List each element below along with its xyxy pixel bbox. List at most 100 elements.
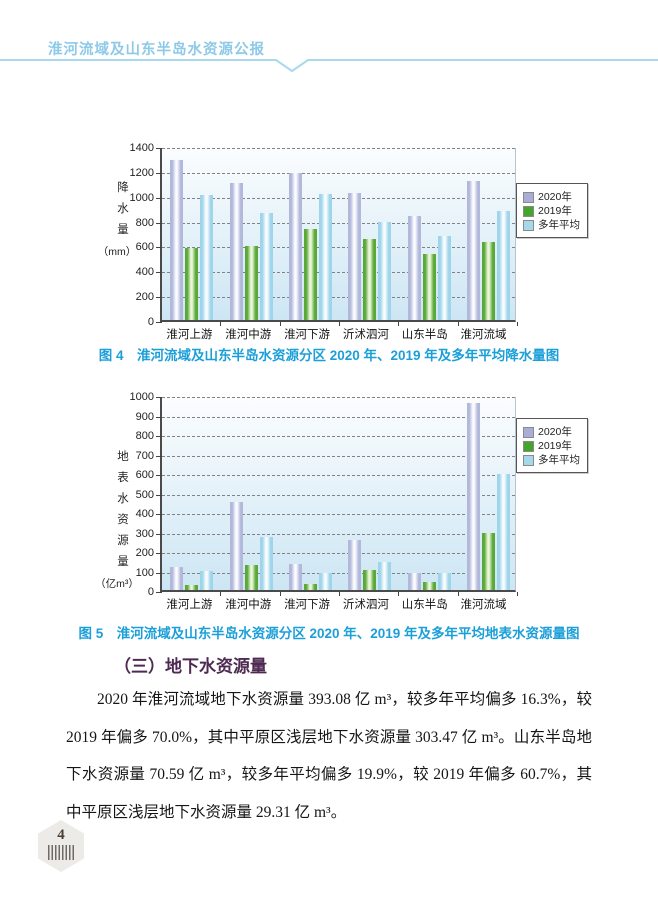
- y-tick-label: 800: [135, 430, 154, 442]
- bar-多年平均: [200, 570, 214, 590]
- gridline: [162, 172, 515, 174]
- legend-label: 多年平均: [538, 454, 580, 466]
- bar-2019年: [363, 238, 377, 320]
- legend-swatch: [523, 205, 534, 217]
- y-tick-mark: [156, 572, 162, 574]
- y-tick-mark: [156, 416, 162, 418]
- plot-area: [156, 148, 518, 326]
- gridline: [162, 148, 515, 149]
- bar-多年平均: [496, 473, 510, 590]
- y-tick-label: 800: [135, 216, 154, 229]
- y-axis-title-char: 源: [117, 535, 129, 547]
- legend-row: 2020年: [523, 191, 580, 203]
- x-axis-labels: 淮河上游 淮河中游 淮河下游 沂沭泗河 山东半岛 淮河流域: [160, 596, 513, 612]
- y-tick-mark: [156, 322, 162, 323]
- bar-多年平均: [200, 195, 214, 320]
- body-paragraph: 2020 年淮河流域地下水资源量 393.08 亿 m³，较多年平均偏多 16.…: [66, 691, 592, 821]
- x-tick-mark: [339, 322, 340, 326]
- y-axis-title-char: 水: [117, 493, 129, 505]
- y-tick-label: 1400: [129, 142, 154, 154]
- y-tick-mark: [156, 197, 162, 199]
- y-axis-title-char: 资: [117, 514, 129, 526]
- x-axis-label: 淮河流域: [460, 329, 507, 341]
- x-tick-mark: [339, 592, 340, 596]
- y-tick-mark: [156, 222, 162, 224]
- y-tick-mark: [156, 436, 162, 437]
- y-tick-mark: [156, 494, 162, 496]
- y-tick-mark: [156, 514, 162, 515]
- x-axis-label: 淮河中游: [225, 329, 272, 341]
- y-tick-mark: [156, 592, 162, 593]
- y-axis-title-char: 量: [117, 556, 129, 568]
- legend-row: 多年平均: [523, 219, 580, 231]
- gridline: [162, 572, 515, 574]
- y-tick-label: 1000: [129, 391, 154, 403]
- y-tick-label: 0: [147, 586, 154, 598]
- gridline: [162, 416, 515, 418]
- chart-legend: 2020年 2019年 多年平均: [516, 183, 588, 238]
- y-axis-title: 降水量 （mm）: [98, 178, 146, 259]
- bar-2019年: [363, 569, 377, 590]
- chart-legend: 2020年 2019年 多年平均: [516, 418, 588, 473]
- bar-多年平均: [496, 210, 510, 320]
- gridline: [162, 247, 515, 249]
- y-tick-label: 100: [135, 566, 154, 579]
- bar-多年平均: [437, 235, 451, 320]
- gridline: [162, 553, 515, 554]
- y-axis-tick-labels: 0 200 400 600 800 1000 1200 1400: [112, 142, 154, 328]
- x-axis-label: 沂沭泗河: [342, 329, 389, 341]
- y-tick-mark: [156, 247, 162, 249]
- gridline: [162, 222, 515, 224]
- figure4-caption: 图 4 淮河流域及山东半岛水资源分区 2020 年、2019 年及多年平均降水量…: [98, 348, 560, 363]
- x-axis-label: 淮河上游: [166, 599, 213, 611]
- bar-2020年: [407, 216, 421, 320]
- x-axis-labels: 淮河上游 淮河中游 淮河下游 沂沭泗河 山东半岛 淮河流域: [160, 326, 513, 342]
- y-tick-mark: [156, 172, 162, 174]
- y-axis-title-char: 地: [117, 451, 129, 463]
- bar-2020年: [229, 182, 243, 320]
- y-tick-mark: [156, 533, 162, 535]
- bar-多年平均: [437, 573, 451, 590]
- x-tick-mark: [457, 322, 459, 326]
- y-tick-label: 300: [135, 527, 154, 540]
- legend-label: 2020年: [538, 191, 572, 203]
- bar-多年平均: [259, 537, 273, 590]
- legend-label: 2020年: [538, 426, 572, 438]
- y-tick-label: 400: [135, 266, 154, 279]
- y-tick-label: 500: [135, 488, 154, 501]
- bar-多年平均: [318, 573, 332, 590]
- y-tick-label: 1000: [129, 191, 154, 204]
- legend-row: 2020年: [523, 426, 580, 438]
- bar-2019年: [481, 533, 495, 590]
- precipitation-chart: 降水量（mm） 0 200 400 600 800 1000 1200 1400 淮河上游 淮河…: [98, 140, 598, 345]
- y-tick-mark: [156, 397, 162, 398]
- x-tick-mark: [517, 322, 518, 326]
- x-axis-label: 淮河中游: [225, 599, 272, 611]
- y-axis-title-char: 降: [117, 182, 129, 194]
- x-tick-mark: [517, 592, 518, 596]
- bar-2019年: [244, 564, 258, 590]
- y-tick-label: 600: [135, 241, 154, 254]
- bar-2020年: [348, 540, 362, 590]
- y-tick-mark: [156, 553, 162, 554]
- gridline: [162, 514, 515, 515]
- gridline: [162, 533, 515, 535]
- bar-多年平均: [318, 194, 332, 320]
- bar-2019年: [244, 246, 258, 320]
- x-axis-label: 淮河流域: [460, 599, 507, 611]
- barcode-icon: [48, 845, 74, 860]
- bar-2020年: [348, 193, 362, 320]
- y-tick-mark: [156, 297, 162, 299]
- y-tick-label: 200: [135, 291, 154, 304]
- y-tick-mark: [156, 455, 162, 457]
- y-tick-mark: [156, 272, 162, 274]
- x-axis-label: 沂沭泗河: [342, 599, 389, 611]
- legend-swatch: [523, 219, 534, 231]
- y-axis-title: 地表水资源量 （亿m³）: [95, 447, 146, 591]
- legend-swatch: [523, 191, 534, 203]
- bar-2020年: [466, 181, 480, 320]
- x-tick-mark: [279, 592, 281, 596]
- x-tick-mark: [220, 322, 222, 326]
- bar-2019年: [185, 585, 199, 590]
